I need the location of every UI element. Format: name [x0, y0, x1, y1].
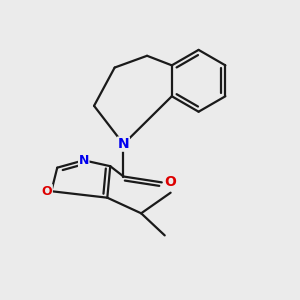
Text: N: N: [118, 137, 129, 151]
Text: O: O: [42, 185, 52, 198]
Text: O: O: [165, 176, 176, 189]
Text: N: N: [79, 154, 89, 167]
